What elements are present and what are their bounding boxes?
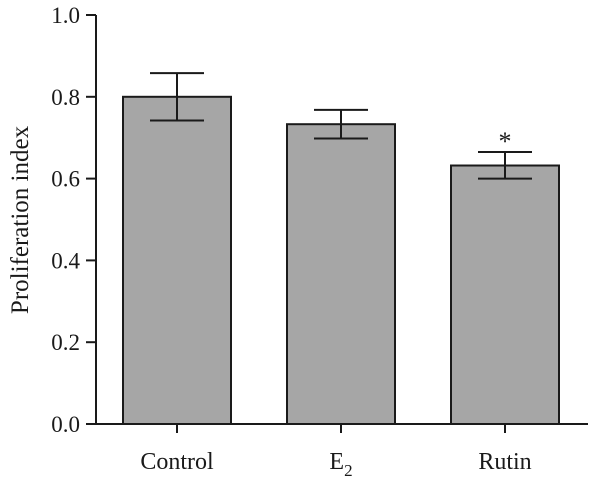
- category-label: Control: [140, 449, 214, 475]
- significance-marker: *: [499, 127, 512, 156]
- category-label: E2: [329, 449, 352, 480]
- bar: [286, 123, 396, 425]
- y-tick-label: 0.6: [51, 167, 80, 192]
- y-axis: 0.0 0.2 0.4 0.6 0.8 1.0: [51, 3, 97, 437]
- y-tick-label: 0.8: [51, 85, 80, 110]
- bar: [122, 95, 232, 426]
- y-tick-label: 1.0: [51, 3, 80, 28]
- x-axis: Control E2 Rutin: [96, 423, 588, 480]
- y-tick-label: 0.0: [51, 412, 80, 437]
- bar: [450, 164, 560, 425]
- y-tick-label: 0.4: [51, 248, 80, 273]
- y-axis-title: Proliferation index: [7, 125, 34, 314]
- bars: *: [122, 72, 560, 426]
- y-tick-label: 0.2: [51, 330, 80, 355]
- category-label: Rutin: [478, 449, 531, 475]
